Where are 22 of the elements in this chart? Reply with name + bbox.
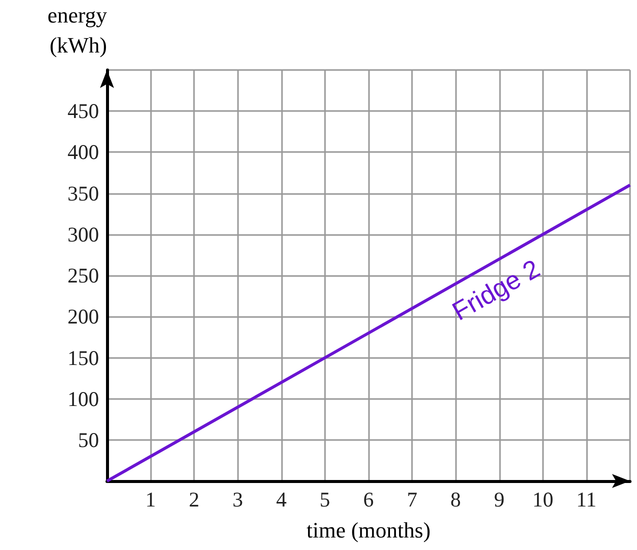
x-axis-title: time (months) xyxy=(306,518,431,542)
x-tick-label: 9 xyxy=(494,488,504,512)
x-tick-label: 2 xyxy=(188,488,200,512)
y-tick-label: 400 xyxy=(68,140,99,164)
x-tick-label: 11 xyxy=(576,488,597,512)
y-axis-title: energy (kWh) xyxy=(48,2,107,58)
y-tick-label: 350 xyxy=(68,181,99,206)
y-tick-label: 300 xyxy=(68,222,99,246)
x-tick-label: 4 xyxy=(276,488,288,512)
y-tick-label: 200 xyxy=(68,304,99,329)
y-tick-label: 100 xyxy=(68,386,99,411)
x-tick-label: 3 xyxy=(232,488,243,512)
x-tick-label: 6 xyxy=(363,488,374,512)
y-tick-label: 450 xyxy=(68,99,99,124)
x-tick-label: 8 xyxy=(450,488,461,512)
x-tick-label: 7 xyxy=(406,488,418,512)
y-tick-label: 250 xyxy=(68,264,99,288)
y-tick-label: 50 xyxy=(78,428,99,452)
y-tick-label: 150 xyxy=(68,346,99,370)
x-tick-label: 5 xyxy=(320,488,330,512)
x-tick-label: 10 xyxy=(532,488,554,512)
x-tick-label: 1 xyxy=(145,488,156,512)
